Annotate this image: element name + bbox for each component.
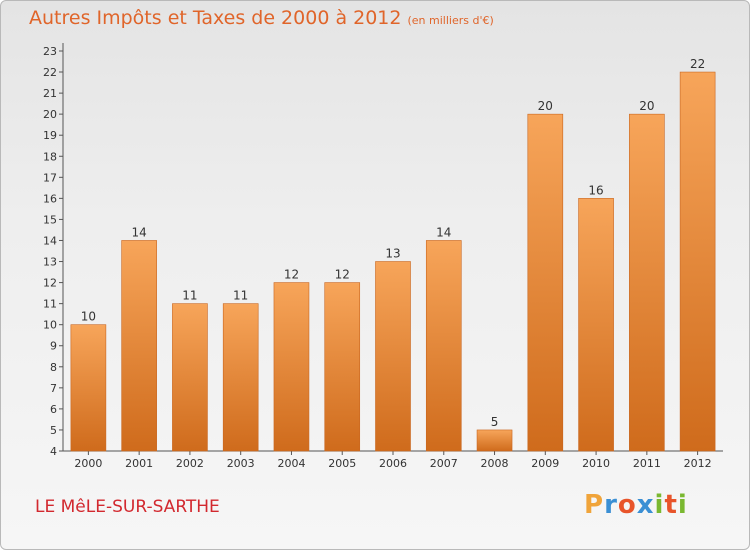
value-labels: 10 14 11 11 12 12 13 14 5 20 16 20 22 [81, 57, 706, 429]
logo-letter: o [617, 490, 637, 520]
x-tick-label: 2007 [430, 457, 458, 470]
commune-name: LE MêLE-SUR-SARTHE [35, 497, 220, 517]
value-label-2008: 5 [491, 415, 499, 429]
y-tick-label: 12 [43, 277, 57, 290]
y-tick-label: 21 [43, 87, 57, 100]
y-tick-label: 18 [43, 150, 57, 163]
bar-2009 [527, 113, 564, 452]
y-axis: 4 5 6 7 8 9 10 11 12 13 14 15 16 17 18 19 20 21 22 23 [43, 43, 64, 458]
value-label-2000: 10 [81, 310, 96, 324]
value-label-2001: 14 [132, 225, 147, 239]
x-tick-label: 2003 [227, 457, 255, 470]
x-tick-label: 2009 [531, 457, 559, 470]
bar-2010 [578, 198, 614, 452]
y-tick-label: 19 [43, 129, 57, 142]
bar-2006 [375, 261, 411, 452]
value-label-2009: 20 [538, 99, 553, 113]
bar-2000 [70, 324, 107, 452]
value-label-2011: 20 [639, 99, 654, 113]
x-tick-label: 2001 [125, 457, 153, 470]
y-tick-label: 5 [50, 424, 57, 437]
bar-2001 [121, 240, 157, 452]
logo-letter: i [654, 490, 665, 520]
logo-letter: t [664, 490, 678, 520]
value-label-2012: 22 [690, 57, 705, 71]
bar-2005 [324, 282, 361, 452]
y-tick-label: 23 [43, 45, 57, 58]
bar-2004 [273, 282, 310, 452]
value-label-2005: 12 [335, 268, 350, 282]
bar-2007 [425, 240, 462, 452]
x-tick-label: 2004 [277, 457, 305, 470]
bar-2008 [476, 429, 513, 452]
y-tick-label: 15 [43, 213, 57, 226]
value-label-2006: 13 [385, 247, 400, 261]
x-tick-label: 2005 [328, 457, 356, 470]
y-tick-label: 11 [43, 298, 57, 311]
bar-2012 [679, 71, 716, 452]
proxiti-logo: Proxiti [584, 490, 688, 520]
y-tick-label: 10 [43, 319, 57, 332]
y-tick-label: 9 [50, 340, 57, 353]
x-tick-label: 2000 [74, 457, 102, 470]
x-axis: 2000 2001 2002 2003 2004 2005 2006 2007 2008 2009… [63, 450, 723, 470]
y-tick-label: 17 [43, 171, 57, 184]
chart-title-text: Autres Impôts et Taxes de 2000 à 2012 [29, 7, 402, 29]
x-tick-label: 2006 [379, 457, 407, 470]
logo-letter: P [584, 490, 605, 520]
logo-letter: r [604, 490, 618, 520]
logo-letter: x [636, 490, 655, 520]
y-tick-label: 16 [43, 192, 57, 205]
value-label-2004: 12 [284, 268, 299, 282]
bar-2011 [629, 113, 665, 452]
x-tick-label: 2002 [176, 457, 204, 470]
x-tick-label: 2008 [481, 457, 509, 470]
value-label-2002: 11 [182, 289, 197, 303]
x-tick-label: 2012 [684, 457, 712, 470]
logo-letter: i [677, 490, 688, 520]
bar-2003 [222, 303, 259, 452]
y-tick-label: 22 [43, 66, 57, 79]
y-tick-label: 4 [50, 445, 57, 458]
value-label-2007: 14 [436, 225, 451, 239]
y-tick-label: 13 [43, 256, 57, 269]
value-label-2003: 11 [233, 289, 248, 303]
y-tick-label: 8 [50, 361, 57, 374]
x-tick-label: 2011 [633, 457, 661, 470]
chart-title: Autres Impôts et Taxes de 2000 à 2012 (en… [29, 7, 494, 29]
y-tick-label: 7 [50, 382, 57, 395]
y-tick-label: 6 [50, 403, 57, 416]
y-tick-label: 14 [43, 234, 57, 247]
bars [70, 71, 716, 452]
x-tick-label: 2010 [582, 457, 610, 470]
chart-unit: (en milliers d'€) [407, 14, 494, 27]
y-tick-label: 20 [43, 108, 57, 121]
value-label-2010: 16 [588, 183, 603, 197]
bar-2002 [172, 303, 208, 452]
